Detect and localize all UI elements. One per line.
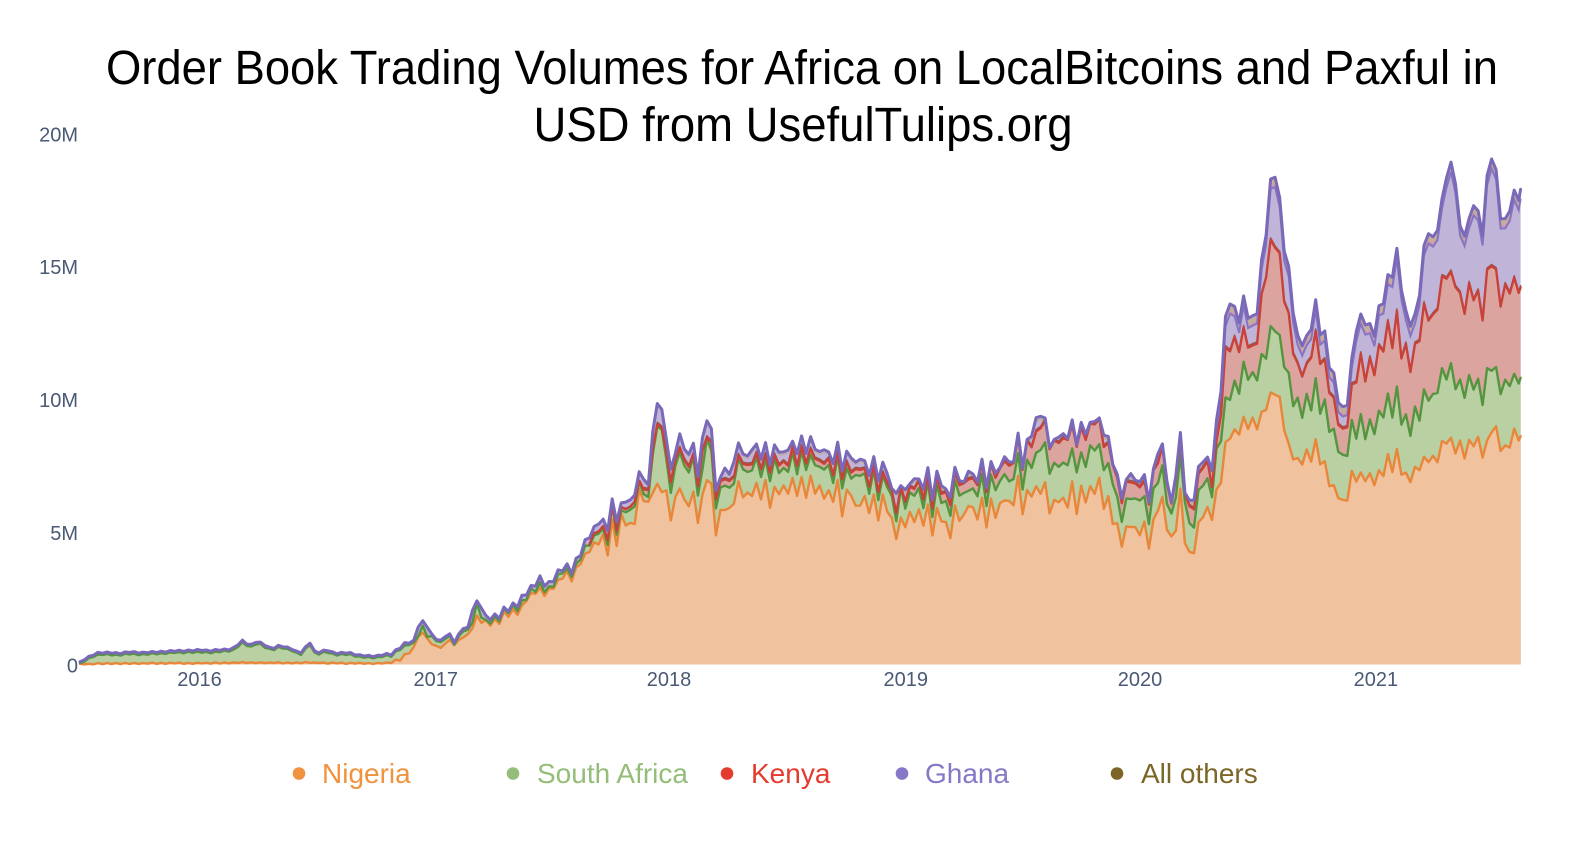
- svg-text:Ghana: Ghana: [925, 758, 1009, 789]
- svg-text:2020: 2020: [1118, 669, 1163, 691]
- svg-text:15M: 15M: [39, 257, 78, 279]
- svg-text:2016: 2016: [177, 669, 222, 691]
- svg-text:South Africa: South Africa: [537, 758, 688, 789]
- svg-text:5M: 5M: [50, 523, 78, 545]
- svg-text:2019: 2019: [884, 669, 929, 691]
- svg-text:0: 0: [67, 656, 78, 678]
- svg-text:Order Book Trading Volumes for: Order Book Trading Volumes for Africa on…: [106, 42, 1498, 95]
- svg-text:2018: 2018: [647, 669, 692, 691]
- svg-text:10M: 10M: [39, 390, 78, 412]
- svg-text:All others: All others: [1141, 758, 1258, 789]
- svg-text:20M: 20M: [39, 125, 78, 147]
- svg-text:Nigeria: Nigeria: [322, 758, 411, 789]
- svg-text:USD from UsefulTulips.org: USD from UsefulTulips.org: [534, 99, 1073, 152]
- svg-text:Kenya: Kenya: [751, 758, 831, 789]
- svg-text:2017: 2017: [414, 669, 459, 691]
- svg-text:2021: 2021: [1354, 669, 1399, 691]
